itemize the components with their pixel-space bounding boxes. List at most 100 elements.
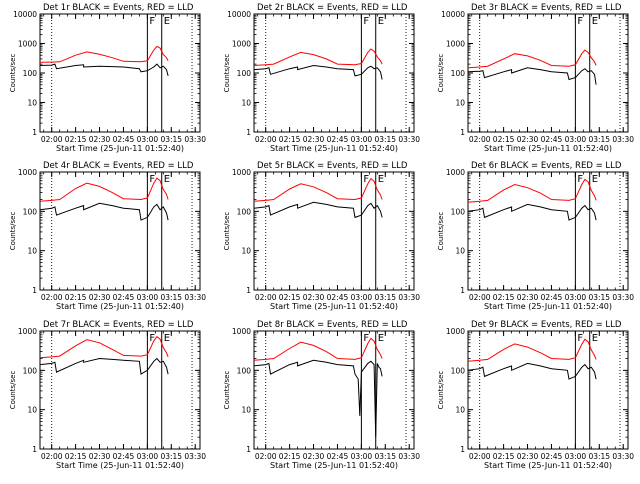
marker-label: E	[592, 174, 598, 185]
panel-title: Det 8r BLACK = Events, RED = LLD	[257, 320, 408, 330]
axes-frame	[467, 13, 629, 133]
marker-label: E	[164, 16, 170, 27]
series-events-line	[253, 359, 383, 438]
x-tick-label: 03:30	[398, 293, 420, 302]
series-lld-line	[39, 177, 169, 202]
x-tick-label: 02:15	[65, 452, 87, 461]
marker-label: F	[577, 333, 583, 344]
y-tick-label: 100	[23, 207, 38, 216]
x-tick-label: 02:15	[493, 452, 515, 461]
y-tick-label: 1	[460, 128, 465, 137]
marker-label: F	[363, 333, 369, 344]
y-axis-label: Counts/sec	[9, 371, 17, 410]
marker-label: E	[592, 333, 598, 344]
axes-frame	[39, 13, 201, 133]
y-tick-label: 10	[27, 247, 37, 256]
marker-label: F	[149, 16, 155, 27]
y-tick-label: 1000	[18, 168, 37, 177]
panel-title: Det 9r BLACK = Events, RED = LLD	[471, 320, 622, 330]
series-events-line	[467, 362, 597, 380]
series-lld-line	[39, 335, 169, 359]
x-tick-label: 03:30	[184, 452, 206, 461]
x-tick-label: 02:45	[327, 452, 349, 461]
x-tick-label: 02:15	[493, 135, 515, 144]
axes-frame	[39, 171, 201, 291]
marker-label: F	[577, 16, 583, 27]
series-events-line	[253, 201, 383, 219]
y-tick-label: 100	[237, 69, 252, 78]
marker-label: F	[577, 174, 583, 185]
marker-label: E	[378, 333, 384, 344]
x-tick-label: 02:45	[327, 293, 349, 302]
y-tick-label: 100	[237, 366, 252, 375]
x-tick-label: 02:45	[327, 135, 349, 144]
x-tick-label: 02:00	[469, 293, 491, 302]
y-tick-label: 100	[451, 207, 466, 216]
y-tick-label: 1	[460, 286, 465, 295]
y-axis-label: Counts/sec	[437, 371, 445, 410]
x-tick-label: 02:30	[89, 452, 111, 461]
axes-frame	[467, 171, 629, 291]
x-axis-label: Start Time (25-Jun-11 01:52:40)	[56, 461, 184, 470]
x-tick-label: 02:30	[303, 452, 325, 461]
panel: Det 9r BLACK = Events, RED = LLD 1 10 100 10…	[437, 320, 634, 470]
panel: Det 6r BLACK = Events, RED = LLD 1 10 100 10…	[437, 161, 634, 311]
x-tick-label: 03:30	[612, 135, 634, 144]
panel: Det 5r BLACK = Events, RED = LLD 1 10 100 10…	[223, 161, 420, 311]
series-events-line	[39, 202, 169, 221]
x-axis-label: Start Time (25-Jun-11 01:52:40)	[484, 302, 612, 311]
axes-frame	[39, 330, 201, 450]
axes-frame	[467, 330, 629, 450]
y-axis-label: Counts/sec	[9, 212, 17, 251]
x-tick-label: 03:00	[137, 452, 159, 461]
panel-title: Det 4r BLACK = Events, RED = LLD	[43, 161, 194, 171]
y-tick-label: 1000	[446, 40, 465, 49]
x-tick-label: 02:00	[469, 135, 491, 144]
x-tick-label: 02:30	[303, 135, 325, 144]
x-tick-label: 03:15	[588, 135, 610, 144]
panel: Det 1r BLACK = Events, RED = LLD 1 10 100 10…	[9, 3, 206, 153]
x-tick-label: 03:15	[374, 293, 396, 302]
marker-label: F	[149, 174, 155, 185]
x-tick-label: 03:00	[351, 135, 373, 144]
y-tick-label: 1000	[232, 40, 251, 49]
x-tick-label: 02:00	[41, 135, 63, 144]
x-tick-label: 02:30	[517, 135, 539, 144]
x-axis-label: Start Time (25-Jun-11 01:52:40)	[484, 144, 612, 153]
y-axis-label: Counts/sec	[223, 54, 231, 93]
x-tick-label: 02:30	[89, 135, 111, 144]
x-tick-label: 02:00	[255, 452, 277, 461]
y-tick-label: 1000	[232, 168, 251, 177]
marker-label: F	[363, 16, 369, 27]
x-tick-label: 03:00	[565, 293, 587, 302]
y-tick-label: 10	[27, 406, 37, 415]
x-tick-label: 03:15	[160, 135, 182, 144]
x-tick-label: 02:45	[113, 452, 135, 461]
x-tick-label: 03:30	[612, 452, 634, 461]
y-tick-label: 1000	[232, 327, 251, 336]
series-events-line	[253, 64, 383, 80]
marker-label: E	[164, 174, 170, 185]
series-lld-line	[253, 48, 383, 66]
y-axis-label: Counts/sec	[437, 54, 445, 93]
y-tick-label: 1	[32, 128, 37, 137]
x-tick-label: 03:15	[588, 293, 610, 302]
axes-frame	[253, 330, 415, 450]
y-tick-label: 10000	[13, 10, 37, 19]
panel: Det 2r BLACK = Events, RED = LLD 1 10 100 10…	[223, 3, 420, 153]
y-tick-label: 1	[246, 128, 251, 137]
x-tick-label: 03:30	[612, 293, 634, 302]
marker-label: E	[378, 16, 384, 27]
series-events-line	[467, 67, 597, 85]
marker-label: E	[592, 16, 598, 27]
x-tick-label: 03:15	[160, 293, 182, 302]
series-events-line	[467, 203, 597, 221]
x-tick-label: 02:45	[541, 452, 563, 461]
series-lld-line	[467, 178, 597, 203]
panel: Det 4r BLACK = Events, RED = LLD 1 10 100 10…	[9, 161, 206, 311]
y-tick-label: 10	[455, 247, 465, 256]
y-tick-label: 1000	[18, 40, 37, 49]
panel-title: Det 3r BLACK = Events, RED = LLD	[471, 3, 622, 13]
x-tick-label: 02:00	[41, 452, 63, 461]
